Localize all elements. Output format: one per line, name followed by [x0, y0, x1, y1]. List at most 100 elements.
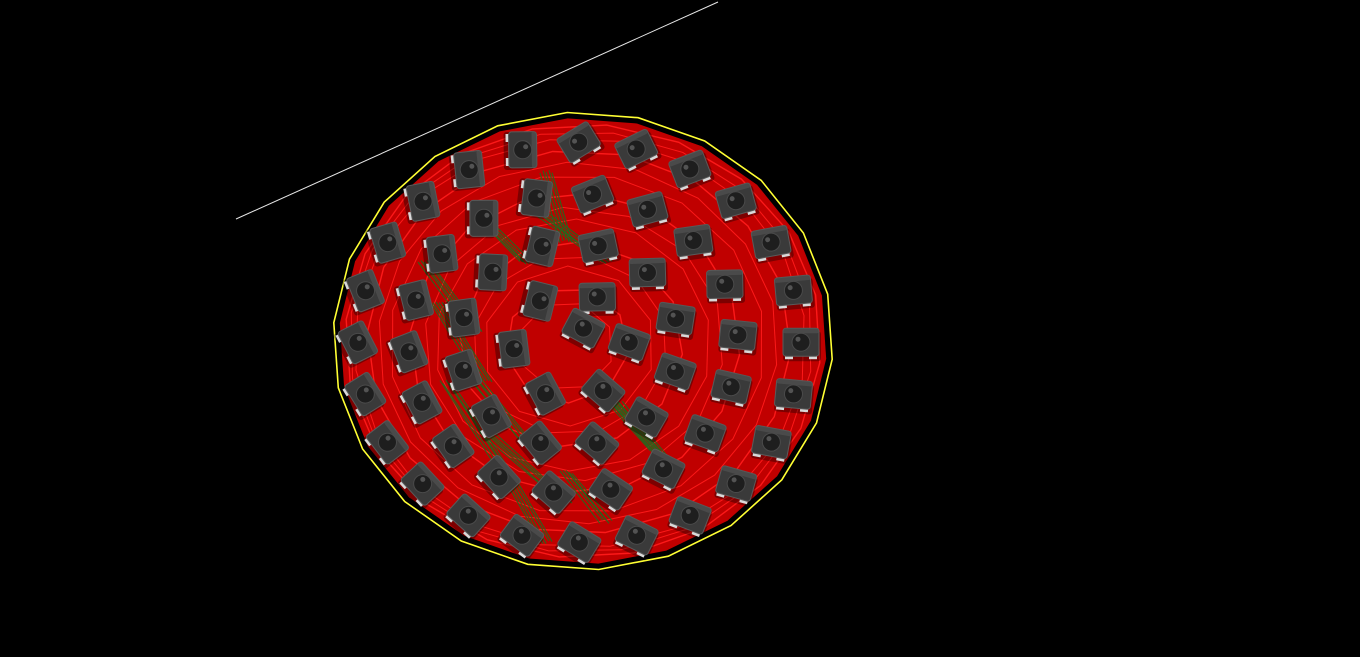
led-component-14[interactable] [496, 513, 546, 562]
led-dome-highlight [659, 462, 665, 468]
led-dome [489, 467, 509, 487]
led-dome [378, 233, 398, 253]
component-top-edge [755, 425, 792, 437]
led-dome-highlight [387, 236, 393, 242]
led-dome-highlight [731, 477, 737, 483]
component-top-edge [783, 328, 819, 334]
led-dome-highlight [408, 345, 414, 351]
led-component-20[interactable] [341, 269, 386, 317]
led-component-60[interactable] [517, 279, 559, 324]
led-component-29[interactable] [718, 318, 759, 356]
led-dome-highlight [641, 267, 647, 273]
component-top-edge [677, 496, 712, 513]
led-dome [619, 332, 639, 352]
led-component-6[interactable] [773, 274, 815, 311]
led-component-58[interactable] [520, 371, 567, 420]
led-component-19[interactable] [333, 320, 380, 369]
led-component-9[interactable] [750, 425, 793, 464]
led-component-42[interactable] [515, 178, 553, 220]
led-component-59[interactable] [493, 329, 531, 371]
component-top-edge [715, 182, 751, 197]
led-component-41[interactable] [464, 199, 499, 239]
led-dome [544, 482, 564, 502]
led-component-45[interactable] [655, 301, 698, 340]
led-component-47[interactable] [622, 396, 671, 444]
led-component-12[interactable] [612, 515, 661, 561]
led-component-52[interactable] [443, 297, 481, 340]
component-top-edge [501, 254, 508, 291]
led-component-36[interactable] [427, 423, 476, 473]
led-dome-highlight [490, 409, 496, 415]
led-dome [587, 287, 607, 307]
component-top-edge [556, 121, 589, 144]
component-layer[interactable] [333, 120, 821, 569]
led-component-7[interactable] [782, 327, 821, 362]
led-component-28[interactable] [706, 269, 746, 304]
led-component-50[interactable] [466, 394, 513, 443]
led-dome [453, 360, 473, 380]
led-component-13[interactable] [554, 521, 604, 569]
led-component-5[interactable] [750, 225, 794, 264]
led-component-46[interactable] [652, 352, 699, 396]
component-top-edge [449, 234, 458, 271]
led-component-53[interactable] [473, 253, 509, 293]
led-component-22[interactable] [401, 180, 441, 225]
led-component-2[interactable] [614, 128, 663, 174]
led-dome-highlight [575, 535, 581, 541]
led-component-37[interactable] [397, 380, 444, 429]
led-component-40[interactable] [421, 234, 459, 276]
led-component-11[interactable] [667, 496, 714, 540]
component-top-edge [513, 514, 544, 539]
led-dome-highlight [592, 240, 598, 246]
led-component-55[interactable] [578, 282, 618, 317]
led-component-39[interactable] [393, 279, 434, 324]
led-component-18[interactable] [340, 371, 388, 421]
led-component-24[interactable] [503, 131, 538, 170]
led-component-17[interactable] [361, 419, 410, 469]
led-component-34[interactable] [528, 470, 578, 520]
led-component-21[interactable] [364, 221, 407, 267]
led-component-10[interactable] [714, 465, 760, 507]
led-component-61[interactable] [559, 307, 608, 354]
led-component-51[interactable] [440, 349, 483, 395]
led-dome-highlight [600, 383, 606, 389]
led-component-30[interactable] [709, 369, 753, 410]
led-component-44[interactable] [628, 257, 668, 292]
led-dome-highlight [732, 329, 738, 335]
led-component-35[interactable] [473, 454, 523, 504]
led-dome-highlight [415, 293, 421, 299]
led-component-32[interactable] [639, 448, 688, 495]
led-component-43[interactable] [577, 228, 622, 268]
led-component-26[interactable] [626, 191, 672, 233]
led-component-31[interactable] [682, 414, 729, 458]
component-top-edge [774, 275, 811, 283]
component-top-edge [367, 269, 385, 304]
led-component-3[interactable] [668, 149, 715, 193]
trace-ring [350, 132, 812, 552]
led-dome [536, 384, 556, 404]
led-component-1[interactable] [556, 120, 606, 168]
component-top-edge [364, 372, 387, 404]
led-dome [791, 332, 811, 352]
led-component-49[interactable] [514, 420, 564, 470]
component-top-edge [601, 468, 633, 492]
led-component-16[interactable] [396, 461, 446, 511]
led-dome [680, 159, 700, 179]
led-component-57[interactable] [577, 368, 627, 418]
inner-trace [562, 470, 604, 521]
led-component-56[interactable] [606, 323, 653, 367]
led-component-23[interactable] [448, 150, 486, 192]
led-component-27[interactable] [673, 224, 716, 262]
led-dome-highlight [787, 285, 793, 291]
led-component-48[interactable] [571, 421, 621, 471]
led-component-54[interactable] [519, 225, 561, 270]
led-component-15[interactable] [442, 493, 492, 543]
led-component-33[interactable] [585, 468, 635, 517]
led-component-4[interactable] [714, 182, 761, 224]
led-component-25[interactable] [570, 174, 619, 219]
led-dome [626, 139, 646, 159]
led-component-8[interactable] [774, 378, 815, 415]
led-component-38[interactable] [385, 330, 429, 377]
